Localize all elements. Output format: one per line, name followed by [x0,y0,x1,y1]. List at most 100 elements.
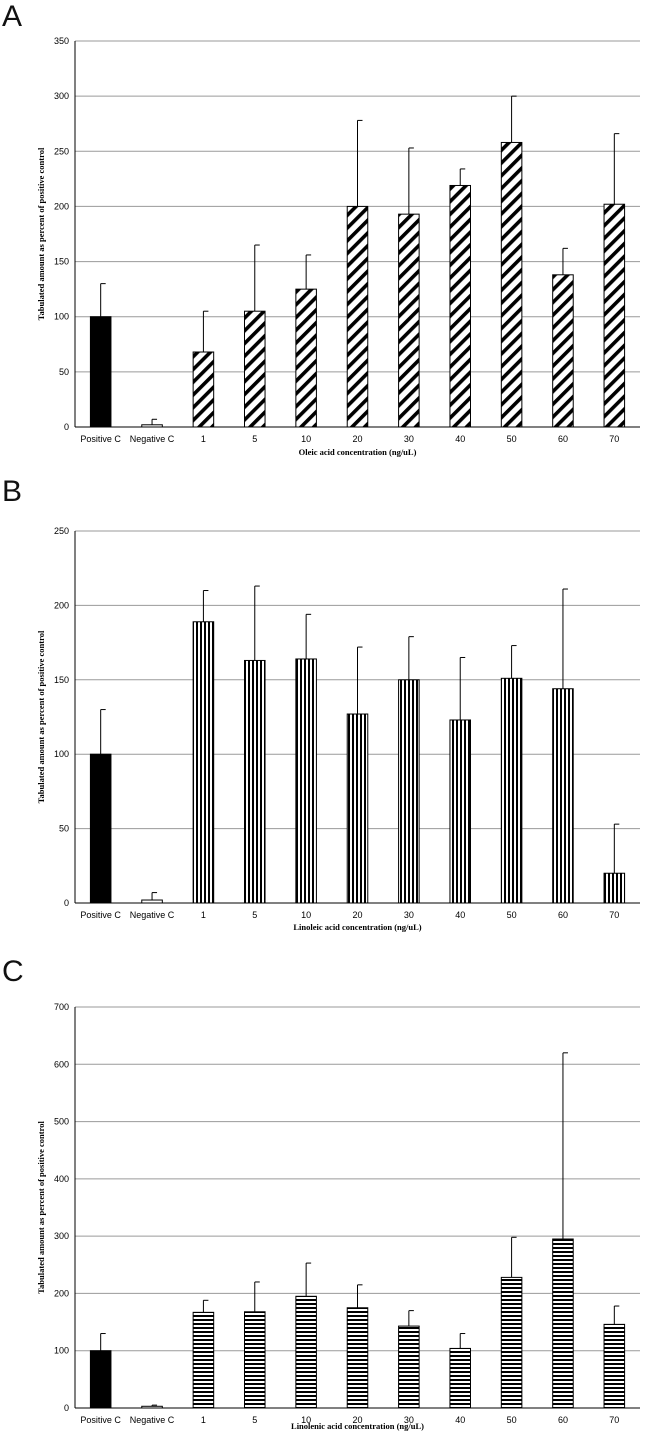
chart-panel-a: A 0 50 100 150 200 250 300 350 Positive C Negativ… [0,0,650,470]
x-tick-label: 5 [252,434,257,444]
y-tick-label: 100 [54,1346,69,1356]
bar-50 [500,1276,523,1409]
x-tick-label: 40 [455,910,465,920]
bar-negative-c [141,424,163,428]
bar-40 [449,1347,472,1409]
y-tick-label: 250 [54,146,69,156]
x-tick-label: 70 [609,1415,619,1425]
bar-10 [295,658,317,904]
bar-60 [552,274,574,428]
bar-20 [346,1307,369,1409]
x-tick-label: 1 [201,434,206,444]
y-tick-label: 100 [54,749,69,759]
x-tick-label: 30 [404,1415,414,1425]
y-tick-label: 200 [54,1288,69,1298]
x-axis-title: Linoleic acid concentration (ng/uL) [293,922,421,932]
bar-5 [244,659,266,904]
x-tick-label: 5 [252,910,257,920]
chart-panel-b: B 0 50 100 150 200 250 Positive C Negative C 1 5 1… [0,475,650,945]
bar-70 [603,1323,626,1409]
y-tick-label: 100 [54,312,69,322]
x-tick-label: Positive C [80,910,121,920]
x-tick-label: 50 [507,1415,517,1425]
panel-letter: C [2,955,24,988]
bar-chart-linoleic: 0 50 100 150 200 250 Positive C Negative C 1 5 10 2… [36,526,640,932]
x-tick-label: 10 [301,434,311,444]
y-tick-label: 200 [54,600,69,610]
bar-70 [603,203,626,428]
bar-70 [603,872,626,904]
x-tick-label: 1 [201,910,206,920]
panel-letter: B [2,475,23,508]
y-tick-label: 500 [54,1117,69,1127]
x-tick-label: 20 [352,434,362,444]
x-tick-label: 50 [507,910,517,920]
y-tick-label: 400 [54,1174,69,1184]
y-tick-label: 700 [54,1002,69,1012]
y-tick-label: 150 [54,257,69,267]
x-tick-label: 20 [352,1415,362,1425]
bar-20 [346,713,369,904]
x-tick-label: 1 [201,1415,206,1425]
y-tick-label: 0 [64,898,69,908]
bar-60 [552,688,574,904]
bar-30 [398,213,420,428]
bar-60 [552,1238,574,1409]
x-tick-label: Positive C [80,434,121,444]
x-tick-label: 40 [455,434,465,444]
y-tick-label: 0 [64,1403,69,1413]
bar-positive-c [89,753,112,904]
y-tick-label: 350 [54,36,69,46]
x-tick-label: Positive C [80,1415,121,1425]
bar-40 [449,184,472,428]
bar-1 [192,1311,215,1409]
y-tick-label: 300 [54,91,69,101]
y-axis-title: Tabulated amount as percent of positive … [36,1121,46,1294]
bar-10 [295,288,317,428]
y-tick-label: 600 [54,1059,69,1069]
bar-20 [346,205,369,428]
y-tick-label: 250 [54,526,69,536]
bar-5 [244,1311,266,1409]
bar-30 [398,1325,420,1409]
x-tick-label: 60 [558,1415,568,1425]
y-tick-label: 50 [59,367,69,377]
bar-40 [449,719,472,904]
x-tick-label: 70 [609,434,619,444]
bar-1 [192,351,215,428]
x-tick-label: 60 [558,910,568,920]
x-tick-label: 40 [455,1415,465,1425]
x-tick-label: Negative C [130,910,175,920]
bar-negative-c [141,1405,163,1409]
y-axis-title: Tabulated amount as percent of positive … [36,630,46,803]
y-tick-label: 300 [54,1231,69,1241]
panel-letter: A [2,0,23,33]
x-tick-label: 10 [301,910,311,920]
x-axis-title: Oleic acid concentration (ng/uL) [299,447,417,457]
x-tick-label: 50 [507,434,517,444]
bar-chart-linolenic: 0 100 200 300 400 500 600 700 Positive C Negative… [36,1002,640,1431]
y-tick-label: 150 [54,675,69,685]
x-tick-label: 10 [301,1415,311,1425]
bar-negative-c [141,899,163,904]
x-tick-label: 30 [404,910,414,920]
x-tick-label: 70 [609,910,619,920]
y-tick-label: 200 [54,201,69,211]
x-tick-label: 30 [404,434,414,444]
bar-50 [500,677,523,904]
chart-panel-c: C 0 100 200 300 400 500 600 700 Positive C Negati… [0,955,650,1433]
bar-1 [192,621,215,904]
y-tick-label: 50 [59,824,69,834]
x-tick-label: 20 [352,910,362,920]
bar-positive-c [89,316,112,428]
y-tick-label: 0 [64,422,69,432]
x-tick-label: Negative C [130,434,175,444]
bar-50 [500,141,523,428]
bar-30 [398,679,420,904]
y-axis-title: Tabulated amount as percent of positive … [36,147,46,320]
x-tick-label: 60 [558,434,568,444]
bar-5 [244,310,266,428]
x-tick-label: 5 [252,1415,257,1425]
bar-positive-c [89,1350,112,1409]
